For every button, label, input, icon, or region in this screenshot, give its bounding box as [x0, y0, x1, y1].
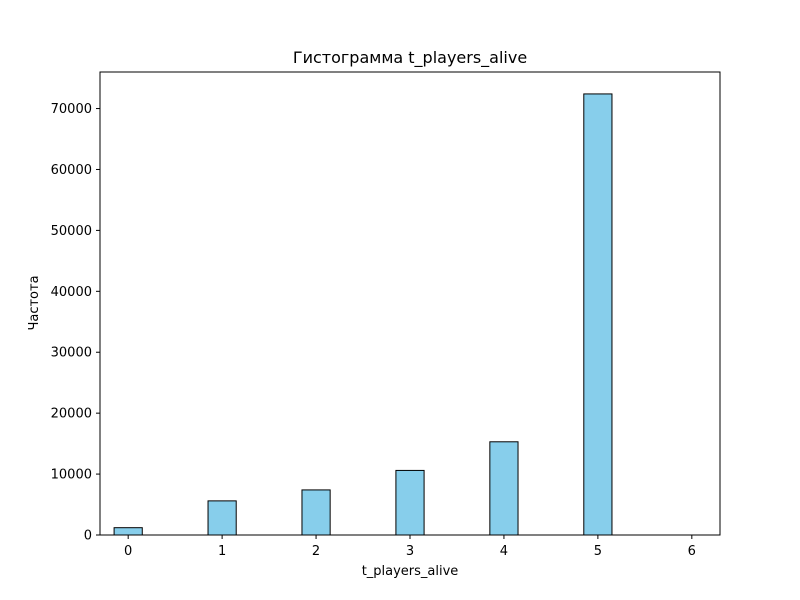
x-axis-label: t_players_alive: [362, 564, 459, 579]
y-tick-label: 40000: [51, 285, 92, 300]
x-tick-label: 1: [218, 544, 226, 559]
x-tick-label: 3: [406, 544, 414, 559]
y-tick-label: 50000: [51, 224, 92, 239]
x-axis-ticks: 0 1 2 3 4 5 6: [124, 535, 696, 559]
y-tick-label: 30000: [51, 346, 92, 361]
bars-layer: [113, 93, 613, 536]
histogram-bar: [207, 500, 237, 536]
y-tick-label: 60000: [51, 163, 92, 178]
y-tick-label: 10000: [51, 468, 92, 483]
histogram-bar: [395, 469, 425, 536]
y-tick-label: 0: [84, 529, 92, 544]
y-axis-label: Частота: [27, 275, 42, 330]
x-tick-label: 4: [500, 544, 508, 559]
histogram-bar: [301, 489, 331, 536]
x-tick-label: 2: [312, 544, 320, 559]
chart-title: Гистограмма t_players_alive: [293, 48, 527, 68]
histogram-bar: [489, 441, 519, 536]
histogram-bar: [113, 527, 143, 536]
x-tick-label: 6: [688, 544, 696, 559]
y-axis-ticks: 0 10000 20000 30000 40000 50000 60000 70000: [51, 102, 100, 544]
x-tick-label: 5: [594, 544, 602, 559]
y-tick-label: 70000: [51, 102, 92, 117]
histogram-bar: [583, 93, 613, 536]
plot-frame: [99, 71, 721, 536]
y-tick-label: 20000: [51, 407, 92, 422]
x-tick-label: 0: [124, 544, 132, 559]
